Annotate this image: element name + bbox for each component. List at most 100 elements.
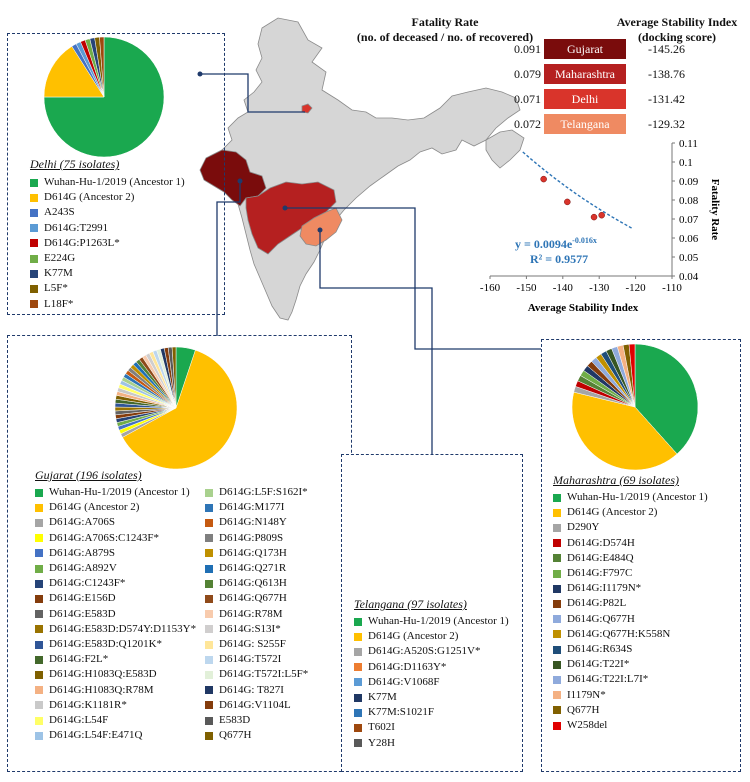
legend-swatch bbox=[205, 671, 213, 680]
telangana-panel bbox=[341, 454, 523, 772]
connector-telangana bbox=[319, 230, 433, 454]
x-tick-label: -110 bbox=[662, 282, 682, 294]
legend-item: D614G:H1083Q:R78M bbox=[35, 683, 196, 698]
legend-label: D614G:Q677H bbox=[567, 612, 635, 625]
legend-item: D614G:L5F:S162I* bbox=[205, 485, 308, 500]
legend-item: Y28H bbox=[354, 736, 509, 751]
telangana-state bbox=[299, 207, 343, 247]
legend-swatch bbox=[205, 564, 213, 573]
legend-swatch bbox=[205, 625, 213, 634]
legend-label: D614G:E484Q bbox=[567, 551, 634, 564]
legend-label: E224G bbox=[44, 252, 76, 265]
legend-swatch bbox=[553, 569, 561, 578]
legend-item: D614G:F2L* bbox=[35, 652, 196, 667]
legend-item: D614G:E583D:Q1201K* bbox=[35, 637, 196, 652]
legend-item: D614G:D574H bbox=[553, 536, 708, 551]
legend-item: A243S bbox=[30, 205, 185, 220]
legend-item: D614G:A706S:C1243F* bbox=[35, 531, 196, 546]
legend-label: D614G:P1263L* bbox=[44, 236, 120, 249]
legend-swatch bbox=[205, 655, 213, 664]
legend-swatch bbox=[205, 579, 213, 588]
legend-item: E224G bbox=[30, 251, 185, 266]
legend-swatch bbox=[30, 239, 38, 248]
legend-label: Q677H bbox=[567, 703, 600, 716]
legend-item: D614G:A892V bbox=[35, 561, 196, 576]
legend-item: D614G:E583D:D574Y:D1153Y* bbox=[35, 622, 196, 637]
legend-item: D614G:L54F bbox=[35, 713, 196, 728]
gujarat-legend-col1: Wuhan-Hu-1/2019 (Ancestor 1) D614G (Ances… bbox=[35, 485, 196, 743]
y-tick-label: 0.1 bbox=[679, 157, 693, 169]
legend-swatch bbox=[35, 610, 43, 619]
legend-label: D614G (Ancestor 2) bbox=[368, 630, 459, 643]
legend-label: D290Y bbox=[567, 521, 600, 534]
legend-item: D614G:A879S bbox=[35, 546, 196, 561]
fit-curve bbox=[522, 151, 633, 229]
legend-label: K77M bbox=[44, 267, 73, 280]
legend-swatch bbox=[553, 554, 561, 563]
legend-label: D614G:E583D:Q1201K* bbox=[49, 638, 163, 651]
legend-item: D614G:V1068F bbox=[354, 675, 509, 690]
legend-label: D614G:L54F:E471Q bbox=[49, 729, 143, 742]
x-tick-label: -120 bbox=[626, 282, 647, 294]
legend-swatch bbox=[553, 691, 561, 700]
legend-label: D614G:T2991 bbox=[44, 221, 109, 234]
legend-swatch bbox=[205, 640, 213, 649]
legend-label: D614G (Ancestor 2) bbox=[567, 506, 658, 519]
legend-label: Wuhan-Hu-1/2019 (Ancestor 1) bbox=[368, 615, 509, 627]
legend-label: D614G:C1243F* bbox=[49, 577, 126, 590]
legend-label: D614G:I1179N* bbox=[567, 582, 642, 595]
legend-item: K77M:S1021F bbox=[354, 705, 509, 720]
legend-item: D614G:Q677H:K558N bbox=[553, 627, 708, 642]
legend-swatch bbox=[553, 600, 561, 609]
legend-item: L18F* bbox=[30, 297, 185, 312]
fit-equation-exp: -0.016x bbox=[572, 236, 597, 245]
legend-item: D290Y bbox=[553, 520, 708, 535]
telangana-legend: Wuhan-Hu-1/2019 (Ancestor 1) D614G (Ances… bbox=[354, 614, 509, 751]
legend-swatch bbox=[205, 503, 213, 512]
telangana-title: Telangana (97 isolates) bbox=[354, 597, 467, 611]
legend-swatch bbox=[354, 663, 362, 672]
fatality-subtitle: (no. of deceased / no. of recovered) bbox=[356, 30, 534, 44]
legend-item: D614G (Ancestor 2) bbox=[30, 190, 185, 205]
legend-item: D614G:P82L bbox=[553, 596, 708, 611]
legend-item: D614G (Ancestor 2) bbox=[553, 505, 708, 520]
legend-swatch bbox=[35, 716, 43, 725]
legend-swatch bbox=[35, 686, 43, 695]
delhi-panel bbox=[7, 33, 225, 315]
legend-label: D614G:R634S bbox=[567, 643, 633, 656]
legend-label: K77M:S1021F bbox=[368, 706, 435, 719]
legend-item: D614G:A520S:G1251V* bbox=[354, 644, 509, 659]
legend-label: D614G:A706S bbox=[49, 516, 116, 529]
legend-item: D614G:S13I* bbox=[205, 622, 308, 637]
state-label-telangana: Telangana bbox=[544, 114, 626, 134]
y-tick-label: 0.04 bbox=[679, 271, 699, 283]
legend-label: D614G:T22I* bbox=[567, 658, 630, 671]
legend-swatch bbox=[553, 645, 561, 654]
legend-label: D614G:S13I* bbox=[219, 622, 281, 635]
maharashtra-legend: Wuhan-Hu-1/2019 (Ancestor 1) D614G (Ances… bbox=[553, 490, 708, 733]
legend-item: D614G:E583D bbox=[35, 607, 196, 622]
legend-label: K77M bbox=[368, 691, 397, 704]
gujarat-slice-q677h bbox=[171, 346, 177, 409]
delhi-slice-wuhan-hu-1-2019-ancestor-1 bbox=[43, 36, 165, 158]
legend-label: D614G:A520S:G1251V* bbox=[368, 645, 481, 658]
legend-item: D614G:V1104L bbox=[205, 698, 308, 713]
legend-swatch bbox=[553, 706, 561, 715]
legend-swatch bbox=[35, 534, 43, 543]
x-tick-label: -150 bbox=[516, 282, 537, 294]
legend-swatch bbox=[30, 269, 38, 278]
legend-item: E583D bbox=[205, 713, 308, 728]
fit-equation-base: y = 0.0094e bbox=[515, 237, 573, 251]
legend-label: Y28H bbox=[368, 736, 395, 749]
india-mainland bbox=[205, 17, 521, 321]
legend-swatch bbox=[205, 595, 213, 604]
y-axis-label: Fatality Rate bbox=[709, 179, 721, 241]
data-point bbox=[540, 175, 547, 183]
data-point bbox=[564, 198, 571, 206]
legend-swatch bbox=[205, 534, 213, 543]
stability-title: Average Stability Index bbox=[616, 15, 738, 29]
legend-label: D614G:D574H bbox=[567, 536, 635, 549]
legend-item: W258del bbox=[553, 718, 708, 733]
legend-swatch bbox=[205, 519, 213, 527]
